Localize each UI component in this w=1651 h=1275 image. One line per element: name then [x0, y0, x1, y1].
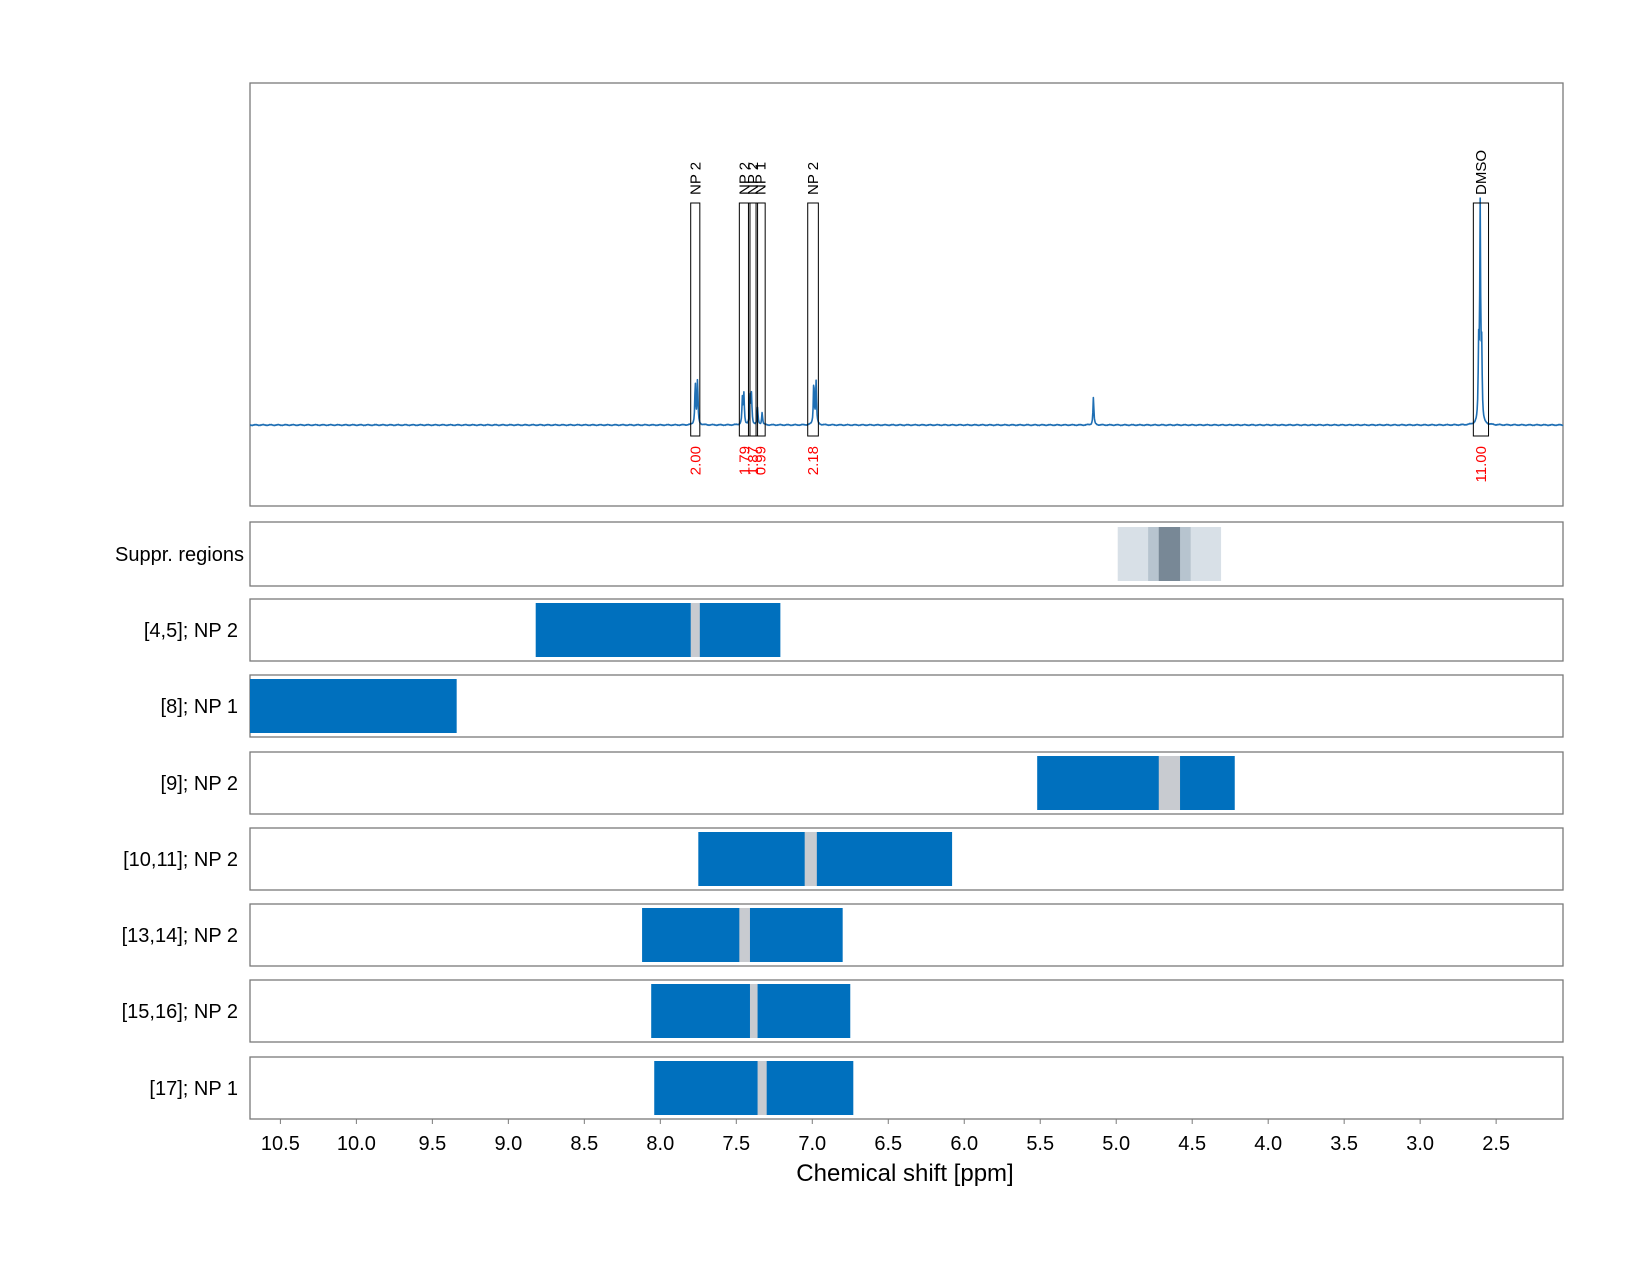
x-tick-label: 6.5: [874, 1133, 902, 1155]
x-tick-label: 7.0: [798, 1133, 826, 1155]
row-panel-7: [249, 1056, 1564, 1120]
peak-label: DMSO: [1473, 150, 1490, 195]
x-tick-label: 3.0: [1406, 1133, 1434, 1155]
peak-gap: [1158, 756, 1181, 810]
peak-gap: [739, 908, 750, 962]
peak-label: NP 2: [687, 162, 704, 195]
region-bar: [535, 603, 781, 657]
row-panel-5: [249, 903, 1564, 967]
row-panel-2: [249, 674, 1564, 738]
x-axis: 10.5 10.0 9.5 9.0 8.5 8.0 7.5 7.0 6.5 6.0 5.5 5.0 4.…: [115, 544, 1510, 1155]
peak-label: NP 1: [753, 162, 770, 195]
row-label: [10,11]; NP 2: [123, 849, 238, 871]
x-tick-label: 5.0: [1102, 1133, 1130, 1155]
spectrum-panel: [249, 82, 1564, 507]
integral-label: 2.18: [805, 446, 822, 475]
x-tick-label: 4.0: [1254, 1133, 1282, 1155]
panels-layer: [249, 82, 1564, 1120]
peak-box: [755, 202, 766, 437]
row-panel-1: [249, 598, 1564, 662]
region-bar: [250, 679, 457, 733]
integral-label: 0.99: [753, 446, 770, 475]
peak-box: [1472, 202, 1490, 437]
row-panel-3: [249, 751, 1564, 815]
x-axis-label: Chemical shift [ppm]: [796, 1160, 1013, 1187]
peak-label: NP 2: [805, 162, 822, 195]
row-label: [13,14]; NP 2: [122, 925, 238, 947]
suppressed-regions-panel: [249, 521, 1564, 587]
x-tick-label: 9.0: [494, 1133, 522, 1155]
row-label: [9]; NP 2: [161, 773, 238, 795]
peak-label: NP 2: [737, 162, 754, 195]
peak-box: [807, 202, 819, 437]
region-bar: [1037, 756, 1235, 810]
x-tick-label: 7.5: [722, 1133, 750, 1155]
row-label: [8]; NP 1: [161, 696, 238, 718]
x-tick-label: 5.5: [1026, 1133, 1054, 1155]
peak-gap: [690, 603, 700, 657]
integral-label: 2.00: [687, 446, 704, 475]
row-panel-6: [249, 979, 1564, 1043]
peak-label: NP 2: [745, 162, 762, 195]
marks-layer: NP 2 2.00 NP 2 1.79 NP 2 1.87 NP 1 0.99 NP 2 2.18…: [249, 150, 1564, 1115]
region-bar: [654, 1061, 854, 1115]
x-tick-label: 9.5: [418, 1133, 446, 1155]
row-label: [15,16]; NP 2: [122, 1001, 238, 1023]
integral-label: 1.79: [737, 446, 754, 475]
peak-gap: [749, 984, 758, 1038]
peak-box: [690, 202, 701, 437]
row-label: Suppr. regions: [115, 544, 244, 566]
x-tick-label: 10.0: [337, 1133, 376, 1155]
peak-gap: [804, 832, 817, 886]
row-label: [4,5]; NP 2: [144, 620, 238, 642]
peak-box: [738, 202, 751, 437]
integral-label: 1.87: [745, 446, 762, 475]
x-tick-label: 10.5: [261, 1133, 300, 1155]
suppressed-band: [1158, 527, 1181, 581]
spectrum-line: [249, 197, 1564, 427]
x-tick-label: 2.5: [1482, 1133, 1510, 1155]
region-bar: [698, 832, 953, 886]
integral-label: 11.00: [1473, 446, 1490, 482]
peak-box: [747, 202, 759, 437]
row-label: [17]; NP 1: [149, 1078, 238, 1100]
x-tick-label: 8.0: [646, 1133, 674, 1155]
peak-gap: [757, 1061, 767, 1115]
x-tick-label: 3.5: [1330, 1133, 1358, 1155]
x-tick-label: 4.5: [1178, 1133, 1206, 1155]
x-tick-label: 8.5: [570, 1133, 598, 1155]
x-tick-label: 6.0: [950, 1133, 978, 1155]
